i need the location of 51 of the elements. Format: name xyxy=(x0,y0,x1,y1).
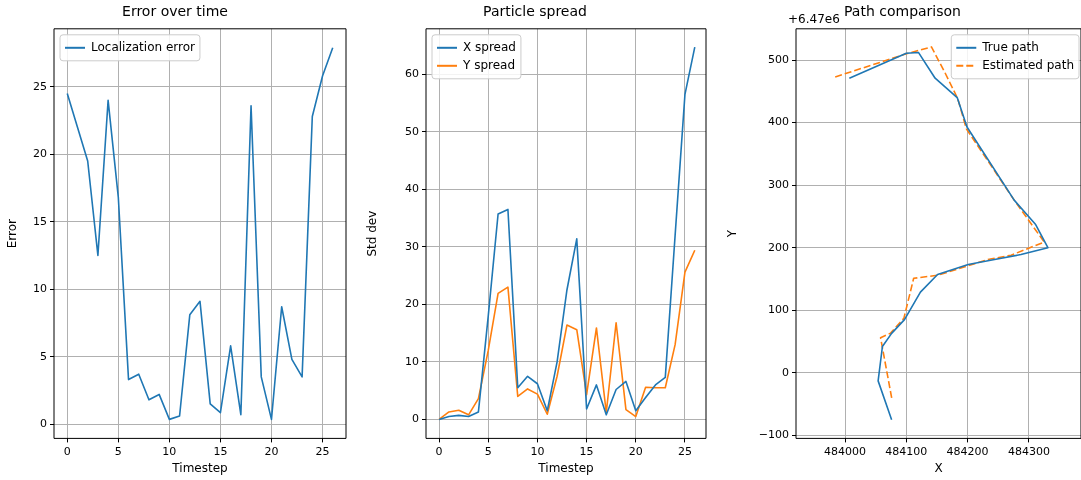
x-tick-label: 15 xyxy=(579,444,594,458)
y-tick-label: 25 xyxy=(33,79,47,93)
x-tick-label: 20 xyxy=(628,444,643,458)
y-tick-label: 15 xyxy=(33,214,47,228)
legend-label: Localization error xyxy=(91,39,196,54)
x-axis-title: X xyxy=(934,460,943,475)
x-tick-label: 0 xyxy=(435,444,443,458)
y-tick-label: 300 xyxy=(768,178,789,191)
x-tick-label: 20 xyxy=(264,444,279,458)
legend-label: True path xyxy=(981,39,1039,54)
y-tick-label: 50 xyxy=(405,124,419,138)
x-tick-label: 10 xyxy=(530,444,545,458)
x-tick-label: 484200 xyxy=(946,444,989,458)
y-axis-title: Y xyxy=(725,229,740,239)
y-tick-label: 0 xyxy=(782,365,789,379)
y-axis-title: Std dev xyxy=(365,210,380,257)
y-tick-label: 500 xyxy=(768,52,789,66)
y-tick-label: 0 xyxy=(412,412,419,426)
y-tick-label: 0 xyxy=(40,416,47,430)
y-tick-label: 10 xyxy=(33,282,47,296)
x-axis-title: Timestep xyxy=(537,460,594,475)
x-tick-label: 5 xyxy=(484,444,492,458)
chart-title: Path comparison xyxy=(844,3,961,20)
chart-title: Error over time xyxy=(122,3,228,20)
x-tick-label: 25 xyxy=(315,444,330,458)
chart-title: Particle spread xyxy=(483,3,587,20)
x-tick-label: 25 xyxy=(677,444,692,458)
y-tick-label: 20 xyxy=(405,297,419,311)
y-axis-title: Error xyxy=(5,218,20,249)
x-tick-label: 15 xyxy=(213,444,228,458)
legend-label: Estimated path xyxy=(982,57,1074,72)
y-tick-label: −100 xyxy=(758,428,789,442)
y-tick-label: 10 xyxy=(405,354,419,368)
x-tick-label: 10 xyxy=(162,444,177,458)
text: +6.47e6 xyxy=(788,11,840,26)
legend-label: Y spread xyxy=(462,57,516,72)
x-tick-label: 484100 xyxy=(885,444,928,458)
x-tick-label: 484000 xyxy=(824,444,867,458)
y-tick-label: 30 xyxy=(405,239,419,253)
x-tick-label: 0 xyxy=(63,444,71,458)
x-tick-label: 5 xyxy=(114,444,122,458)
y-tick-label: 20 xyxy=(33,147,47,161)
x-tick-label: 484300 xyxy=(1007,444,1050,458)
y-tick-label: 40 xyxy=(405,182,419,196)
y-tick-label: 400 xyxy=(768,115,789,129)
legend-label: X spread xyxy=(463,39,516,54)
y-tick-label: 100 xyxy=(768,303,789,317)
y-tick-label: 5 xyxy=(40,349,47,363)
x-axis-title: Timestep xyxy=(171,460,228,475)
y-tick-label: 200 xyxy=(768,240,789,254)
y-tick-label: 60 xyxy=(405,67,419,81)
